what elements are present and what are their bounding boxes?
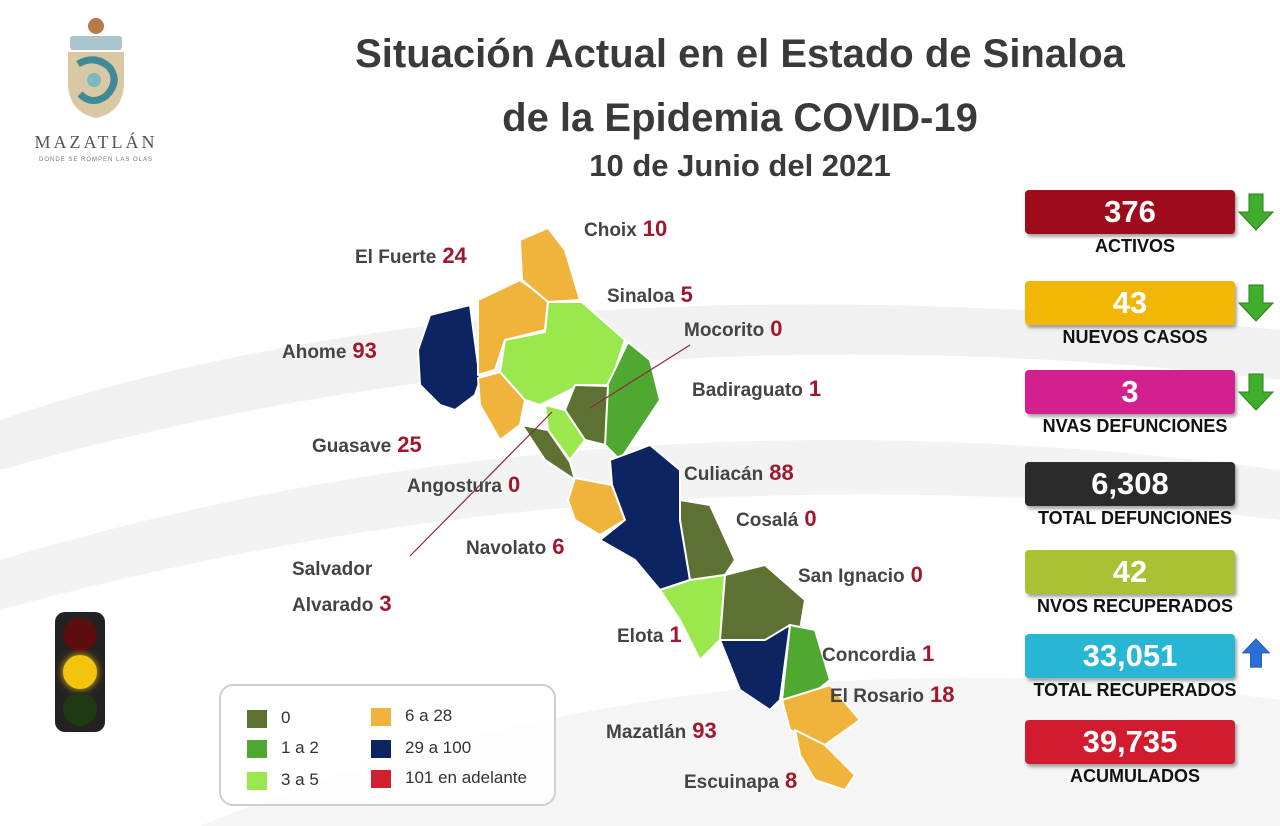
label-angostura: Angostura 0	[407, 472, 521, 497]
legend-swatch	[371, 739, 391, 758]
stat-value: 376	[1025, 190, 1235, 234]
stat-value: 39,735	[1025, 720, 1235, 764]
stat-label: TOTAL DEFUNCIONES	[1037, 508, 1232, 528]
leader-line-mocorito	[589, 344, 691, 409]
label-san-ignacio: San Ignacio 0	[798, 562, 923, 587]
region-sinaloa	[499, 301, 626, 406]
stat-nvas-defunciones: 3 NVAS DEFUNCIONES	[1015, 366, 1275, 446]
legend-swatch	[247, 739, 267, 758]
stat-value: 33,051	[1025, 634, 1235, 678]
arrow-up-icon	[1241, 638, 1271, 668]
label-escuinapa: Escuinapa 8	[684, 768, 798, 793]
label-choix: Choix 10	[584, 216, 668, 241]
stat-label: ACTIVOS	[1094, 236, 1175, 256]
stat-label: NVOS RECUPERADOS	[1036, 596, 1234, 616]
label-mazatlan: Mazatlán 93	[606, 718, 717, 743]
legend-swatch	[371, 707, 391, 726]
legend-item: 6 a 28	[371, 706, 452, 728]
stat-value: 43	[1025, 281, 1235, 325]
label-guasave: Guasave 25	[312, 432, 422, 457]
legend-swatch	[247, 771, 267, 790]
arrow-down-icon	[1237, 284, 1275, 322]
mazatlan-logo	[18, 14, 173, 174]
label-culiacan: Culiacán 88	[684, 460, 794, 485]
region-choix	[519, 227, 581, 303]
traffic-light-green	[63, 692, 97, 726]
stat-activos: 376 ACTIVOS	[1015, 186, 1275, 266]
legend-item: 3 a 5	[247, 770, 319, 792]
legend-swatch	[247, 709, 267, 728]
stat-label: NVAS DEFUNCIONES	[1042, 416, 1228, 436]
sinaloa-map	[409, 227, 861, 791]
legend-item: 29 a 100	[371, 738, 471, 760]
logo-tagline: DONDE SE ROMPEN LAS OLAS	[38, 157, 154, 163]
region-escuinapa	[794, 729, 856, 791]
leader-line-salvador-alvarado	[409, 411, 553, 557]
stat-total-recuperados: 33,051 TOTAL RECUPERADOS	[1015, 630, 1271, 710]
page-title-line1: Situación Actual en el Estado de Sinaloa	[355, 32, 1125, 76]
legend-item: 101 en adelante	[371, 768, 527, 790]
region-ahome	[417, 304, 481, 411]
stat-acumulados: 39,735 ACUMULADOS	[1015, 716, 1260, 796]
traffic-light-red	[63, 618, 97, 652]
page-date: 10 de Junio del 2021	[589, 148, 891, 183]
label-navolato: Navolato 6	[466, 534, 565, 559]
stat-nvos-recuperados: 42 NVOS RECUPERADOS	[1015, 546, 1260, 626]
stat-label: ACUMULADOS	[1070, 766, 1200, 786]
stat-total-defunciones: 6,308 TOTAL DEFUNCIONES	[1015, 458, 1260, 538]
legend-item: 0	[247, 708, 290, 730]
label-sinaloa: Sinaloa 5	[607, 282, 693, 307]
arrow-down-icon	[1237, 193, 1275, 231]
label-badiraguato: Badiraguato 1	[692, 376, 822, 401]
label-cosala: Cosalá 0	[736, 506, 817, 531]
legend-item: 1 a 2	[247, 738, 319, 760]
arrow-down-icon	[1237, 373, 1275, 411]
region-cosala	[679, 499, 736, 581]
region-mazatlan	[719, 624, 791, 711]
region-el-rosario	[781, 684, 861, 746]
stat-nuevos-casos: 43 NUEVOS CASOS	[1015, 277, 1275, 357]
stat-label: TOTAL RECUPERADOS	[1033, 680, 1237, 700]
stat-value: 3	[1025, 370, 1235, 414]
stat-value: 6,308	[1025, 462, 1235, 506]
page-title-line2: de la Epidemia COVID-19	[502, 96, 978, 140]
label-el-fuerte: El Fuerte 24	[355, 243, 467, 268]
logo-name: MAZATLÁN	[34, 132, 158, 152]
stat-value: 42	[1025, 550, 1235, 594]
label-el-rosario: El Rosario 18	[830, 682, 955, 707]
region-salvador-alvarado	[544, 404, 586, 461]
label-salvador-alvarado: Salvador Alvarado 3	[292, 559, 392, 616]
region-mocorito	[564, 384, 609, 446]
label-mocorito: Mocorito 0	[684, 316, 783, 341]
label-elota: Elota 1	[617, 622, 682, 647]
label-concordia: Concordia 1	[822, 641, 935, 666]
traffic-light-icon	[55, 612, 105, 732]
label-ahome: Ahome 93	[282, 338, 377, 363]
stat-label: NUEVOS CASOS	[1062, 327, 1208, 347]
region-angostura	[521, 424, 576, 481]
map-legend: 0 1 a 2 3 a 5 6 a 28 29 a 100 101 en ade…	[219, 684, 556, 806]
legend-swatch	[371, 769, 391, 788]
traffic-light-yellow	[63, 655, 97, 689]
